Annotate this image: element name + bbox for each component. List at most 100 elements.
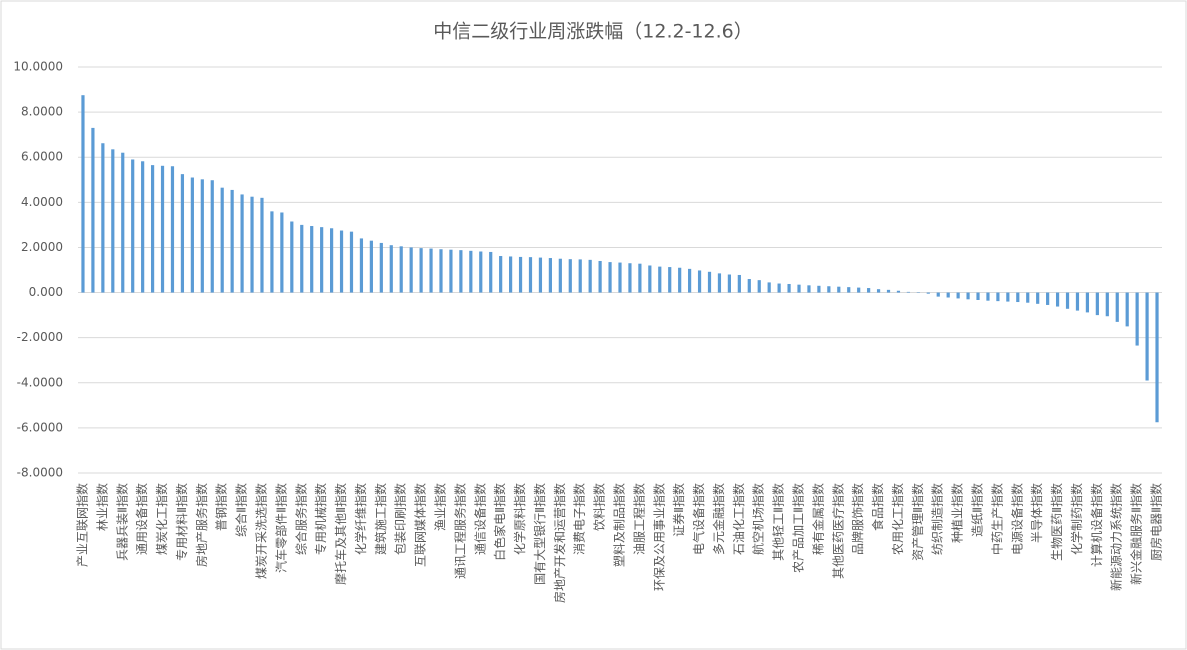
bar (260, 197, 264, 293)
bar (946, 292, 950, 298)
bar (1046, 292, 1050, 305)
bar (310, 226, 314, 293)
bar (777, 283, 781, 293)
bar (886, 289, 891, 293)
x-tick-label: 证券Ⅱ指数 (671, 483, 686, 537)
bar (290, 221, 294, 293)
bar (658, 266, 662, 293)
bar (956, 292, 960, 299)
x-tick-label: 包装印刷指数 (393, 483, 408, 555)
x-tick-label: 种植业指数 (950, 483, 965, 543)
bar (419, 248, 423, 293)
bar (1095, 292, 1099, 316)
x-tick-label: 化学原料指数 (512, 483, 527, 555)
y-tick-label: 10.0000 (13, 60, 63, 74)
bar (190, 177, 194, 293)
bar (1016, 292, 1020, 303)
bar (409, 247, 413, 293)
bar (558, 258, 562, 293)
bar (170, 166, 175, 293)
bar (1105, 292, 1109, 317)
bar (230, 189, 234, 293)
bar (329, 228, 334, 293)
bar (389, 245, 393, 293)
x-tick-label: 化学纤维指数 (353, 483, 368, 555)
bar (837, 286, 841, 293)
bar (489, 251, 493, 293)
bar (479, 251, 483, 293)
x-tick-label: 专用材料Ⅱ指数 (174, 483, 189, 561)
bar (737, 274, 741, 293)
x-tick-label: 塑料及制品指数 (612, 483, 627, 567)
x-tick-label: 造纸Ⅱ指数 (970, 483, 985, 537)
bar (568, 259, 572, 293)
bar (638, 263, 642, 293)
bar (1085, 292, 1090, 313)
bar (240, 194, 244, 293)
x-tick-label: 厨房电器Ⅱ指数 (1149, 483, 1164, 561)
bar (1155, 292, 1159, 423)
bar (111, 149, 115, 293)
x-tick-label: 通讯工程服务指数 (452, 483, 467, 579)
x-tick-label: 专用机械指数 (313, 483, 328, 555)
x-tick-label: 煤炭化工指数 (154, 483, 169, 555)
x-tick-label: 农产品加工Ⅱ指数 (791, 483, 806, 573)
bar (757, 280, 761, 293)
bar (648, 265, 652, 293)
bar (1125, 292, 1129, 327)
bar (1135, 292, 1139, 346)
bar (727, 274, 731, 293)
bar (976, 292, 980, 300)
y-tick-label: -4.0000 (17, 375, 63, 389)
x-tick-label: 电气设备指数 (691, 483, 706, 555)
x-tick-label: 新兴金融服务Ⅱ指数 (1129, 483, 1144, 585)
bar (399, 246, 403, 293)
x-tick-label: 纺织制造指数 (930, 483, 945, 555)
bar (449, 249, 453, 293)
bar (827, 286, 831, 293)
bar (926, 292, 930, 294)
x-tick-label: 化学制药指数 (1069, 483, 1084, 555)
bar (270, 211, 274, 293)
y-tick-label: 8.0000 (21, 105, 63, 119)
y-tick-label: 0.000 (29, 285, 63, 299)
bar (578, 259, 582, 293)
x-tick-label: 汽车零部件Ⅱ指数 (273, 483, 288, 573)
x-tick-label: 其他轻工Ⅱ指数 (771, 483, 786, 561)
bar (688, 268, 692, 293)
bar (150, 165, 155, 293)
x-tick-label: 煤炭开采洗选指数 (253, 483, 268, 579)
bar (320, 227, 324, 293)
bar (439, 249, 443, 293)
x-tick-label: 电源设备指数 (1009, 483, 1024, 555)
bar (717, 273, 722, 293)
y-tick-label: 2.0000 (21, 240, 63, 254)
bar (817, 285, 821, 293)
bar (220, 187, 224, 293)
bar (280, 212, 284, 293)
bar (1026, 292, 1030, 303)
x-tick-label: 互联网媒体指数 (413, 483, 428, 567)
x-tick-label: 建筑施工指数 (373, 483, 388, 555)
bar (339, 230, 344, 293)
bar (618, 262, 622, 293)
x-tick-label: 兵器兵装Ⅱ指数 (114, 483, 129, 561)
bar (767, 282, 771, 293)
x-tick-label: 环保及公用事业指数 (651, 483, 666, 591)
bar (986, 292, 990, 301)
x-tick-label: 资产管理Ⅱ指数 (910, 483, 925, 561)
bar (538, 257, 543, 293)
bar (697, 270, 702, 293)
x-tick-label: 新能源动力系统指数 (1109, 483, 1124, 591)
bar (81, 95, 85, 293)
bar (876, 289, 881, 293)
bar (1145, 292, 1149, 381)
bar (250, 196, 254, 293)
bar (210, 180, 214, 293)
x-tick-label: 多元金融指数 (711, 483, 726, 555)
bar (906, 291, 911, 293)
bar (797, 284, 801, 293)
x-tick-label: 品牌服饰指数 (850, 483, 865, 555)
x-tick-label: 渔业指数 (432, 483, 447, 531)
